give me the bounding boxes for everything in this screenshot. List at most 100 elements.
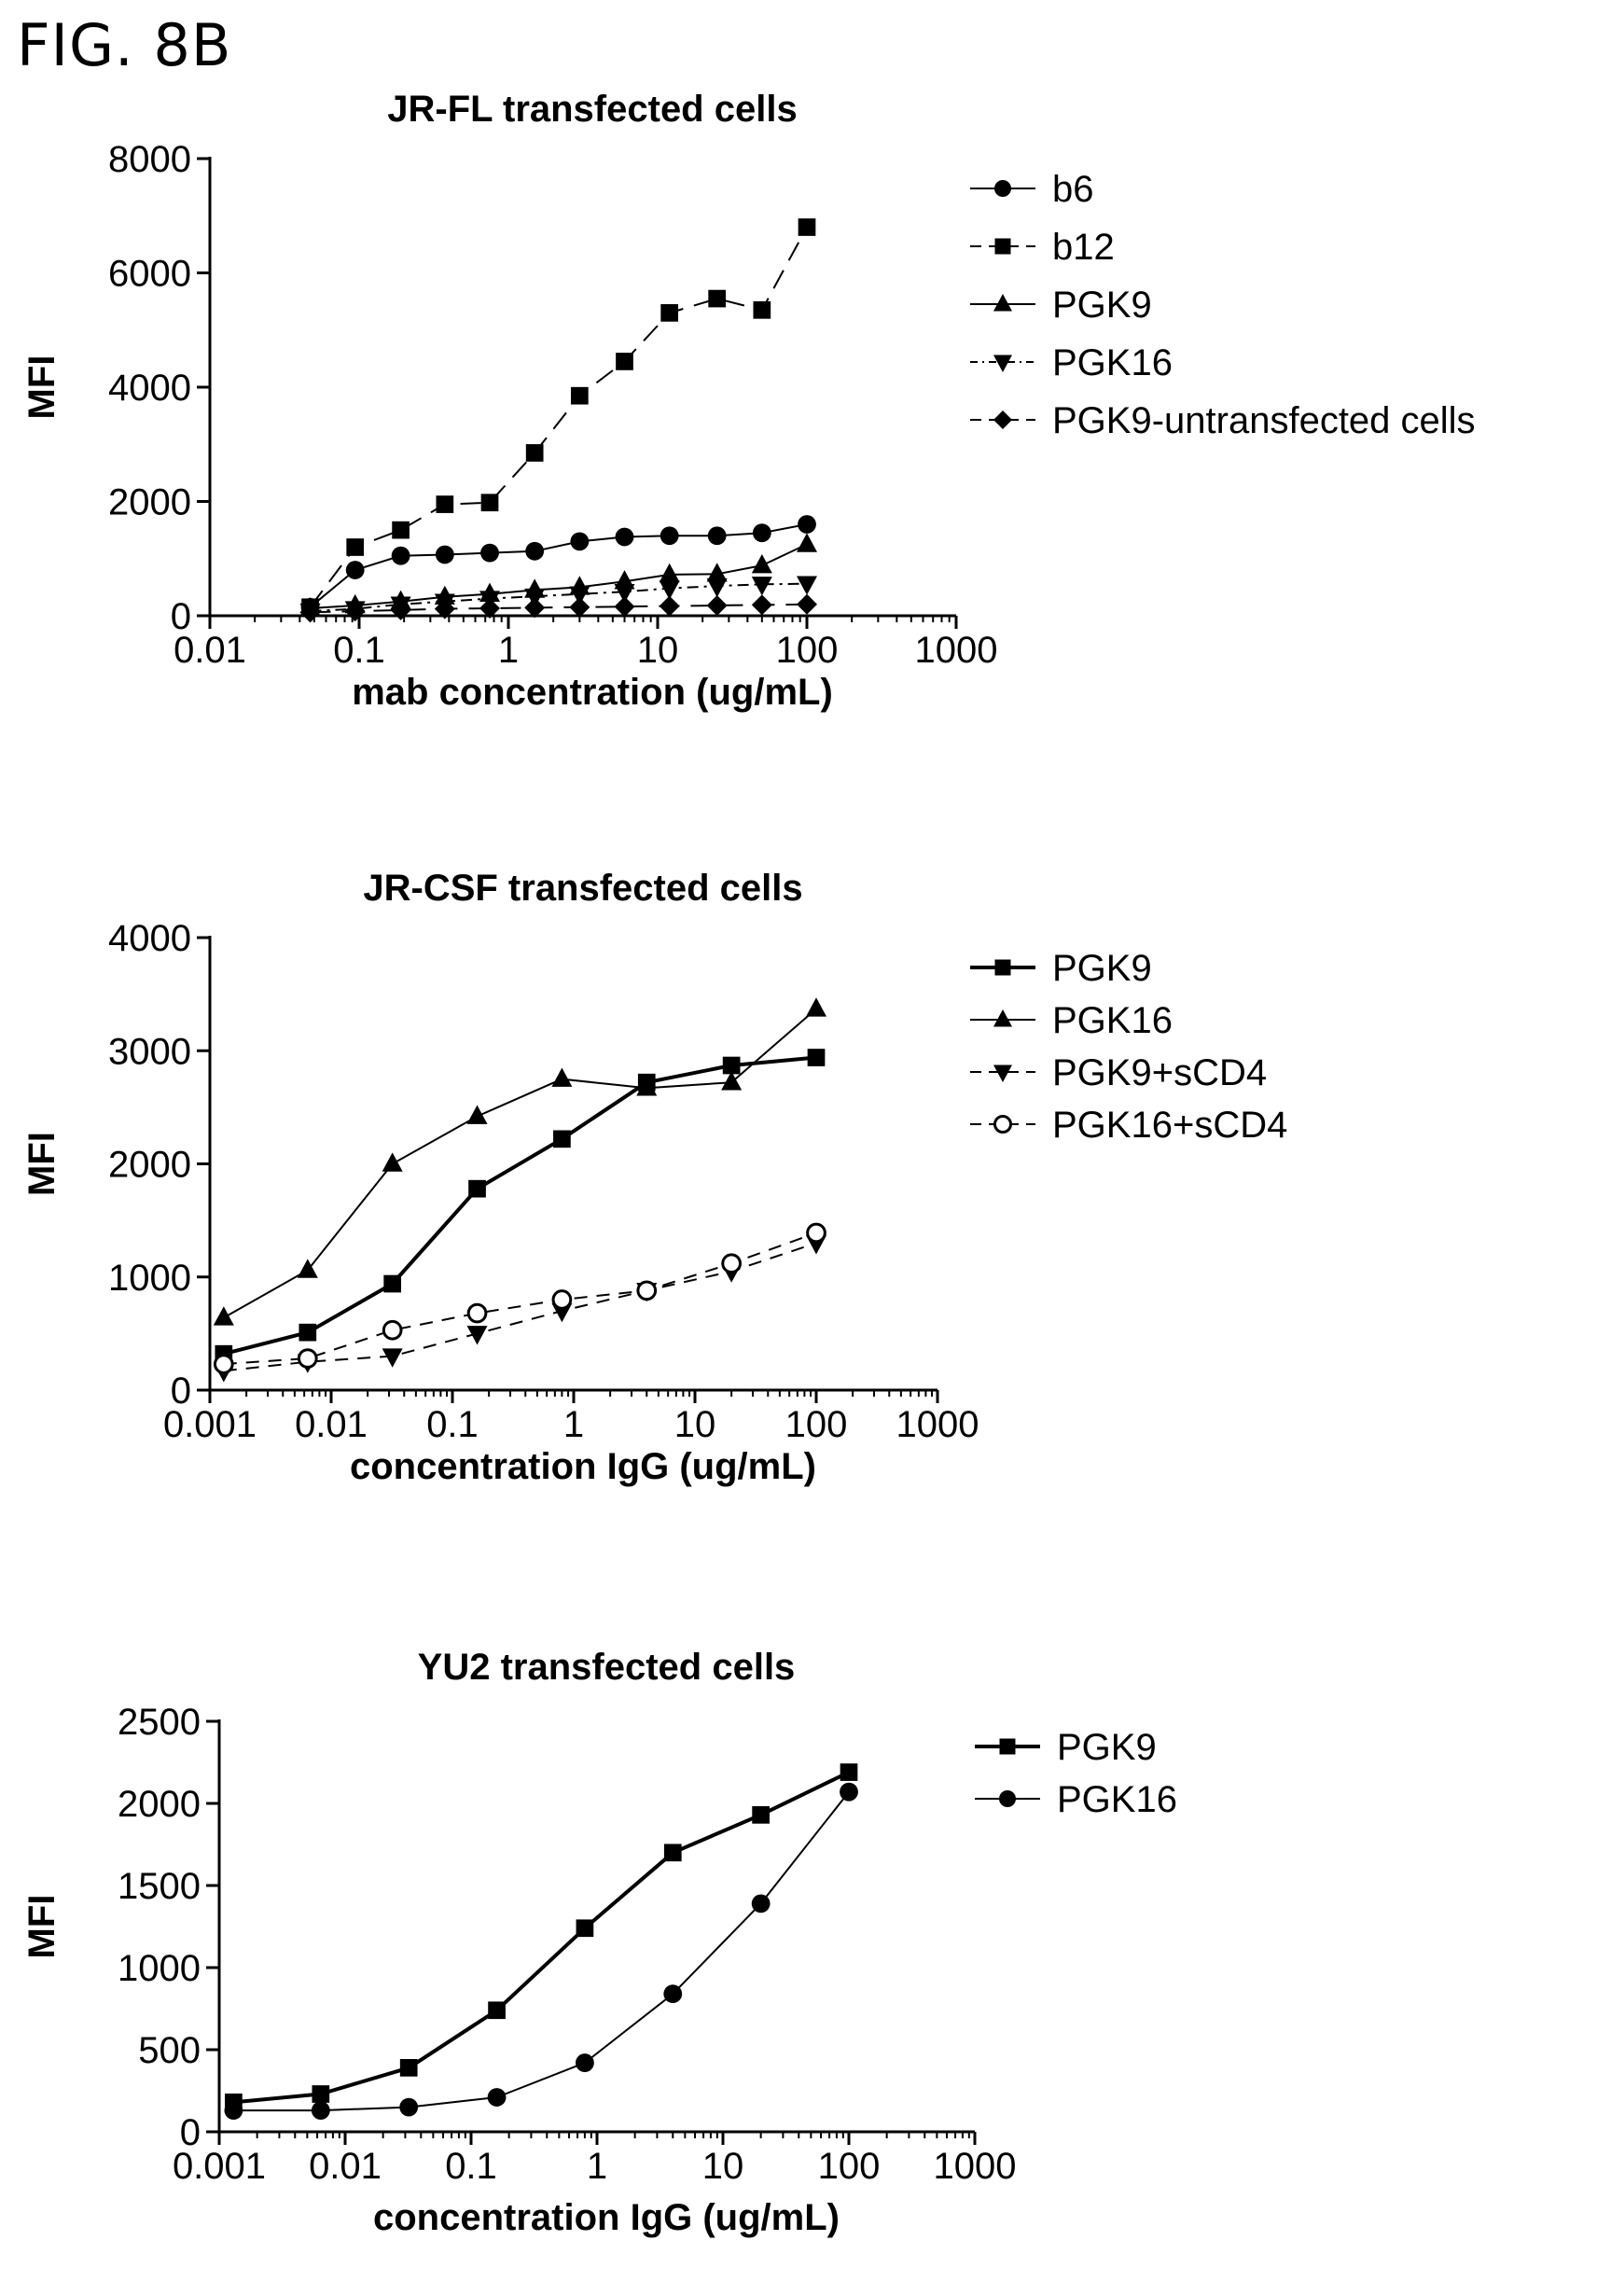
data-point: [434, 598, 455, 619]
legend-label: PGK9: [1052, 285, 1152, 326]
legend-marker: [994, 238, 1011, 255]
legend-marker: [993, 410, 1012, 429]
x-tick-label: 1: [498, 630, 519, 671]
data-point: [345, 561, 365, 579]
data-point: [706, 563, 728, 582]
legend-label: PGK16: [1052, 1000, 1173, 1041]
data-point: [466, 1302, 488, 1324]
x-tick-label: 10: [674, 1404, 716, 1445]
data-point: [525, 444, 544, 462]
legend-label: PGK9-untransfected cells: [1052, 400, 1476, 441]
series-b6: [300, 515, 816, 617]
data-point: [569, 586, 590, 605]
data-point: [706, 577, 728, 598]
legend-marker: [993, 1009, 1012, 1027]
x-axis-label: mab concentration (ug/mL): [352, 672, 833, 713]
data-point: [636, 1077, 658, 1096]
series-line: [310, 543, 808, 609]
data-point: [798, 218, 816, 236]
chart-yu2: YU2 transfected cells 0 500 1000 1500 2000 250…: [21, 1647, 1177, 2238]
legend-marker: [994, 180, 1011, 197]
data-point: [616, 353, 633, 370]
series-line: [223, 1008, 817, 1319]
series-line: [233, 1791, 850, 2112]
data-point: [636, 1280, 658, 1301]
data-point: [466, 1326, 488, 1345]
data-point: [570, 386, 589, 405]
x-tick-label: 0.1: [426, 1404, 479, 1445]
chart-jr-fl: JR-FL transfected cells 0 2000 4000 6000 8000…: [21, 89, 1476, 713]
data-point: [435, 545, 454, 564]
data-point: [721, 1253, 742, 1274]
series-pgk9: [225, 1763, 858, 2111]
series-line: [309, 227, 808, 608]
series-b12: [301, 218, 816, 617]
legend-entry: PGK16+sCD4: [970, 1105, 1287, 1146]
x-axis-label: concentration IgG (ug/mL): [373, 2197, 840, 2238]
data-point: [399, 2097, 419, 2117]
series-line: [310, 603, 808, 614]
y-tick-label: 2500: [118, 1702, 201, 1743]
data-point: [480, 494, 499, 512]
series-pgk9-untransfected-cells: [299, 593, 817, 623]
legend-label: b12: [1052, 227, 1115, 268]
data-point: [614, 584, 635, 604]
data-point: [299, 1323, 317, 1342]
data-point: [468, 1179, 486, 1198]
x-tick-label: 1000: [934, 2146, 1017, 2187]
data-point: [807, 1049, 826, 1066]
data-point: [525, 541, 545, 561]
data-point: [708, 289, 727, 308]
data-point: [797, 593, 817, 615]
series-pgk9: [215, 1049, 826, 1363]
series-line: [233, 1770, 850, 2105]
data-point: [383, 1274, 402, 1293]
y-tick-label: 0: [180, 2112, 201, 2153]
data-point: [797, 533, 817, 552]
data-point: [297, 1348, 318, 1369]
data-point: [752, 1805, 770, 1824]
legend-entry: PGK9-untransfected cells: [970, 400, 1476, 441]
data-point: [553, 1130, 571, 1148]
chart-jr-csf: JR-CSF transfected cells 0 1000 2000 3000 400…: [21, 868, 1287, 1487]
data-point: [706, 594, 728, 616]
legend-entry: PGK16: [970, 342, 1173, 383]
data-point: [344, 601, 366, 622]
x-tick-label: 0.01: [295, 1404, 368, 1445]
legend-label: b6: [1052, 169, 1094, 210]
data-point: [660, 304, 679, 322]
data-point: [488, 2001, 506, 2020]
series-line: [310, 582, 808, 613]
x-tick-label: 100: [776, 630, 839, 671]
legend-entry: PGK16: [970, 1000, 1173, 1041]
legend-entry: PGK9+sCD4: [970, 1052, 1267, 1093]
x-tick-label: 100: [818, 2146, 881, 2187]
data-point: [721, 1071, 743, 1091]
data-point: [659, 580, 680, 600]
data-point: [752, 523, 771, 543]
y-tick-label: 4000: [108, 918, 191, 959]
chart-title: YU2 transfected cells: [418, 1647, 796, 1688]
series-line: [223, 1231, 817, 1366]
data-point: [213, 1306, 234, 1326]
x-tick-label: 1: [563, 1404, 584, 1445]
legend-marker: [999, 1790, 1016, 1807]
series-pgk16: [213, 997, 826, 1326]
legend-marker: [993, 294, 1012, 312]
legend-marker: [993, 1065, 1012, 1082]
x-tick-label: 0.001: [173, 2146, 266, 2187]
y-tick-label: 6000: [108, 254, 191, 295]
legend-marker: [994, 959, 1011, 976]
legend-entry: PGK9: [975, 1727, 1157, 1768]
legend-marker: [999, 1738, 1016, 1755]
data-point: [524, 597, 546, 619]
x-tick-label: 10: [702, 2146, 744, 2187]
data-point: [659, 595, 680, 617]
legend-label: PGK16: [1057, 1779, 1177, 1820]
data-point: [751, 554, 772, 574]
x-tick-label: 10: [637, 630, 679, 671]
legend-entry: b6: [970, 169, 1094, 210]
data-point: [663, 1844, 682, 1862]
legend-label: PGK9: [1052, 948, 1152, 989]
y-tick-label: 8000: [108, 139, 191, 180]
